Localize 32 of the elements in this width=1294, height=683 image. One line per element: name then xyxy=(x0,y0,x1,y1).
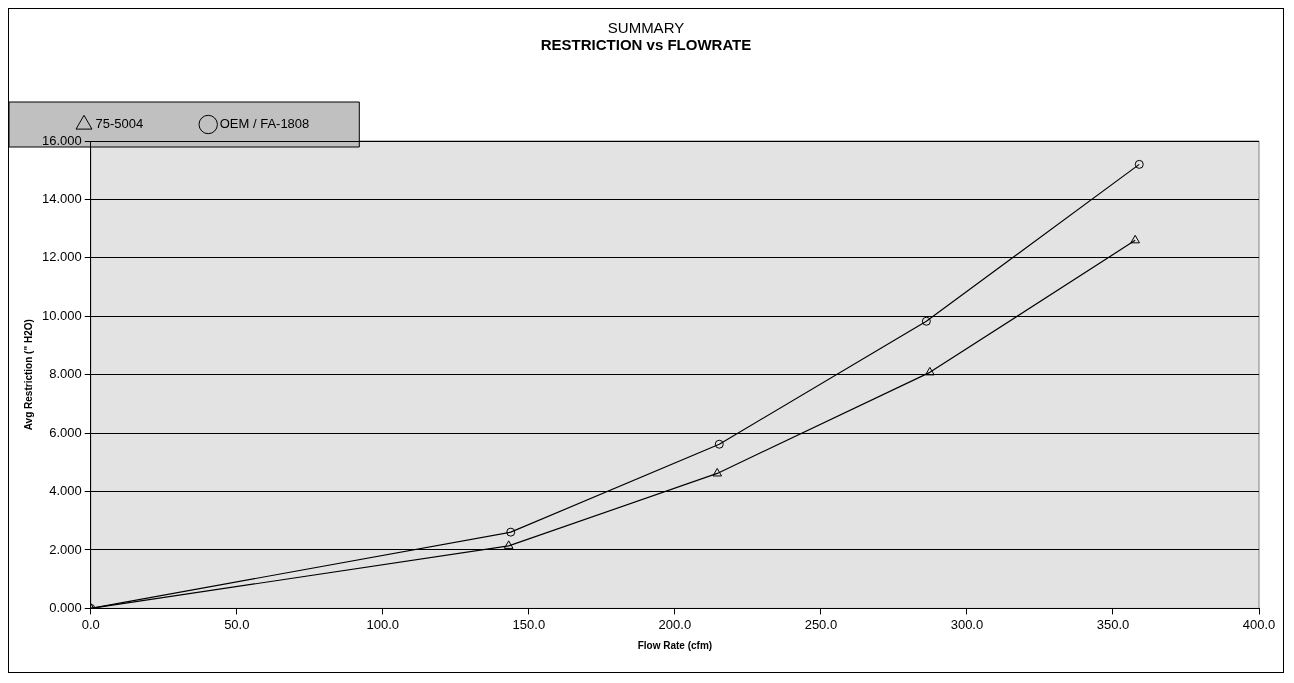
y-tick-label: 4.000 xyxy=(49,483,82,499)
y-tick-label: 8.000 xyxy=(49,366,82,382)
point xyxy=(503,540,514,549)
y-tick-label: 16.000 xyxy=(42,132,82,148)
x-tick-label: 250.0 xyxy=(804,616,838,632)
point xyxy=(714,439,724,449)
y-tick-label: 10.000 xyxy=(42,307,82,323)
y-tick-label: 6.000 xyxy=(49,424,82,440)
x-tick-label: 100.0 xyxy=(366,616,400,632)
y-tick-label: 14.000 xyxy=(42,191,82,206)
point xyxy=(925,366,935,376)
legend-label: OEM / FA-1808 xyxy=(219,116,310,132)
x-axis-title: Flow Rate (cfm) xyxy=(637,639,713,651)
point xyxy=(712,467,723,477)
chart-title: RESTRICTION vs FLOWRATE xyxy=(539,36,753,53)
x-tick-label: 300.0 xyxy=(950,616,984,632)
x-tick-label: 0.0 xyxy=(81,616,100,632)
point xyxy=(1130,234,1140,244)
point xyxy=(1134,159,1144,169)
legend-label: 75-5004 xyxy=(95,116,144,132)
x-tick-label: 200.0 xyxy=(658,616,692,632)
x-tick-label: 350.0 xyxy=(1096,616,1130,632)
x-tick-label: 150.0 xyxy=(512,616,546,632)
y-tick-label: 2.000 xyxy=(49,541,82,557)
y-tick-label: 12.000 xyxy=(42,249,82,265)
y-axis-title: Avg Restriction (" H2O) xyxy=(22,319,34,431)
chart-subtitle: SUMMARY xyxy=(606,19,686,36)
x-tick-label: 400.0 xyxy=(1242,616,1276,632)
y-tick-label: 0.000 xyxy=(49,599,82,615)
point xyxy=(921,316,931,326)
x-tick-label: 50.0 xyxy=(224,616,250,632)
point xyxy=(506,527,516,537)
